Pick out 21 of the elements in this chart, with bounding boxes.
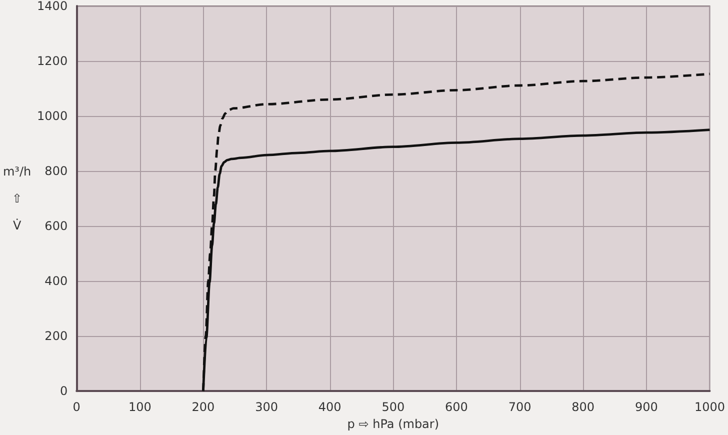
y-tick-label: 1000 xyxy=(37,109,68,124)
x-tick-label: 900 xyxy=(634,400,658,414)
x-tick-label: 200 xyxy=(192,400,215,414)
x-tick-label: 700 xyxy=(508,400,532,414)
x-tick-label: 300 xyxy=(255,400,278,414)
x-tick-label: 400 xyxy=(318,400,342,414)
y-tick-label: 600 xyxy=(44,219,68,234)
y-axis-title: m³/h ⇧ V̇ xyxy=(2,164,32,233)
y-tick-label: 1200 xyxy=(37,54,68,68)
x-tick-label: 100 xyxy=(128,400,152,414)
y-tick-label: 0 xyxy=(60,384,68,398)
y-tick-label: 400 xyxy=(44,274,68,288)
x-tick-label: 800 xyxy=(572,400,595,414)
x-tick-label: 1000 xyxy=(694,400,726,414)
x-tick-label: 0 xyxy=(72,400,80,414)
x-axis-title: p ⇨ hPa (mbar) xyxy=(347,417,440,431)
y-tick-label: 200 xyxy=(44,329,68,344)
x-tick-label: 500 xyxy=(382,400,405,414)
x-tick-label: 600 xyxy=(445,400,468,414)
y-tick-label: 800 xyxy=(44,164,68,178)
y-tick-label: 1400 xyxy=(37,0,68,13)
